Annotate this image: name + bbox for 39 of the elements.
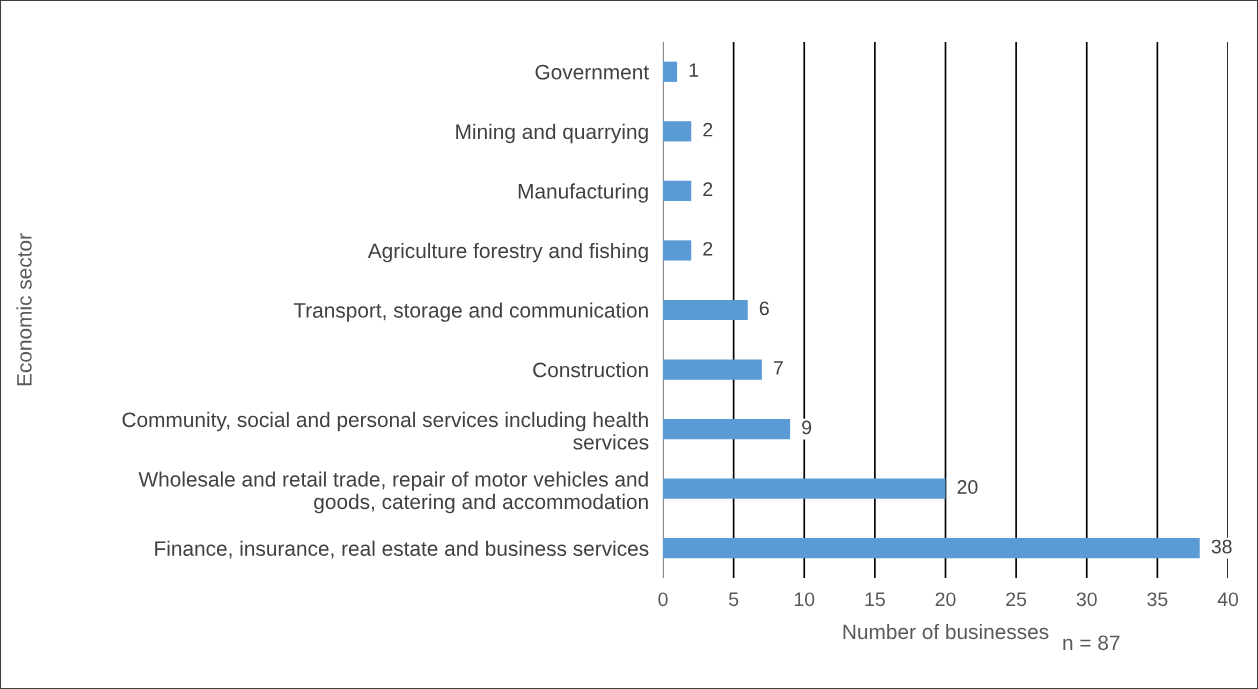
bar <box>663 299 748 321</box>
x-tick-label: 40 <box>1217 592 1239 607</box>
bar <box>663 538 1200 559</box>
bar <box>663 61 678 82</box>
x-tick-label: 15 <box>865 592 885 607</box>
x-axis-title: Number of businesses <box>843 623 1049 640</box>
y-tick-label: Construction <box>533 362 648 378</box>
data-label: 6 <box>759 301 769 316</box>
x-tick-label: 0 <box>658 592 668 607</box>
text: n = 87 <box>1063 635 1120 651</box>
data-label: 7 <box>773 361 783 375</box>
y-axis-title: Economic sector <box>16 233 32 386</box>
y-tick-label: Community, social and personal services including health services <box>122 411 649 450</box>
data-label: 20 <box>957 480 978 494</box>
data-label: 1 <box>689 63 699 77</box>
y-tick-label: Wholesale and retail trade, repair of motor vehicles and goods, catering and accommodation <box>138 471 648 514</box>
y-tick-label: Transport, storage and communication <box>293 302 648 322</box>
bar <box>663 180 692 202</box>
data-label: 2 <box>703 122 713 137</box>
y-tick-label: Agriculture forestry and fishing <box>367 242 648 263</box>
y-tick-label: Finance, insurance, real estate and business services <box>155 540 649 559</box>
bar <box>663 121 692 142</box>
y-tick-label: Mining and quarrying <box>456 123 648 144</box>
data-label: 2 <box>703 182 713 196</box>
bar <box>663 478 946 499</box>
bar <box>663 418 791 440</box>
x-tick-label: 20 <box>935 592 956 607</box>
x-tick-label: 25 <box>1006 592 1027 607</box>
bar <box>663 359 762 380</box>
x-tick-label: 10 <box>794 592 815 607</box>
data-label: 2 <box>703 241 713 256</box>
x-tick-label: 5 <box>729 592 739 607</box>
x-tick-label: 30 <box>1076 592 1097 607</box>
x-tick-label: 35 <box>1147 592 1168 607</box>
data-label: 9 <box>802 420 812 435</box>
y-tick-label: Government <box>535 64 649 80</box>
bar <box>663 240 692 261</box>
y-tick-label: Manufacturing <box>518 183 648 203</box>
data-label: 38 <box>1211 539 1232 554</box>
